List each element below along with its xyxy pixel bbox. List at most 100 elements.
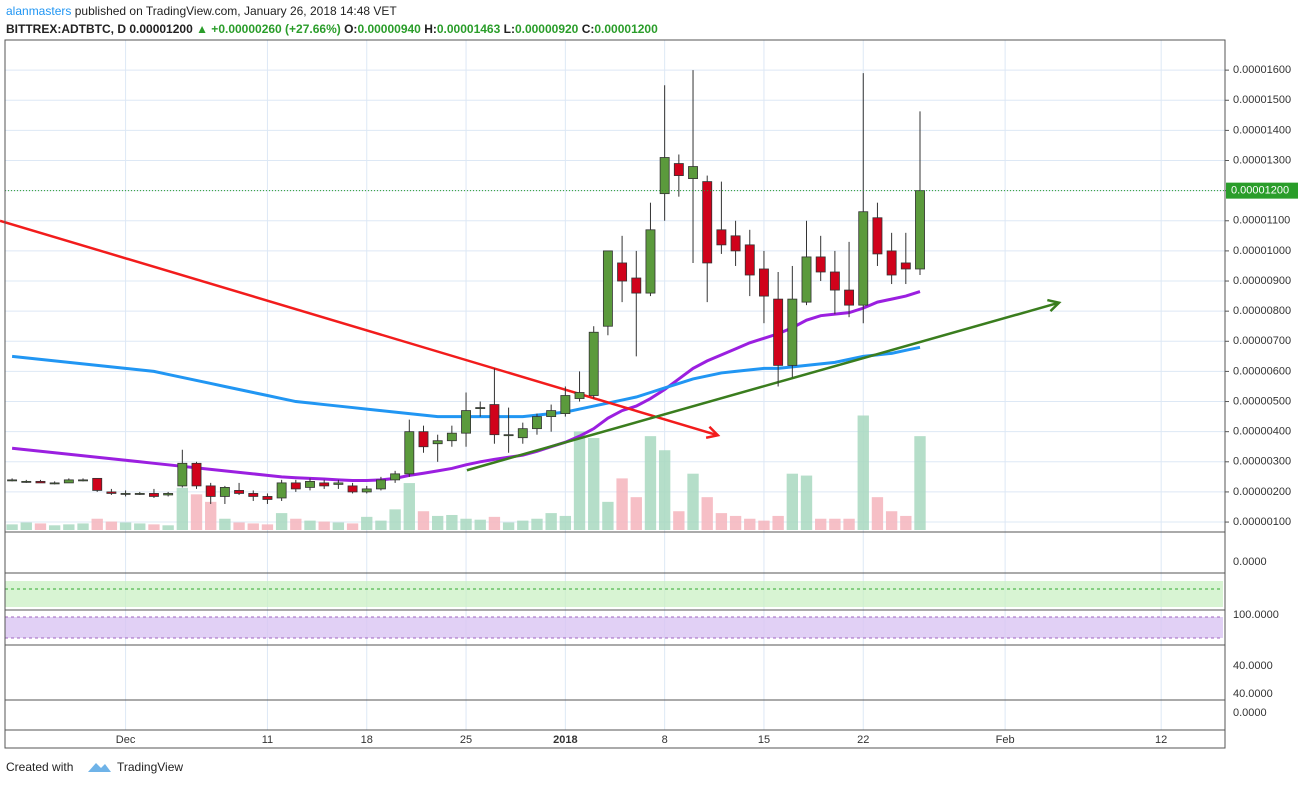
header-line: alanmasters published on TradingView.com… [6,4,397,18]
candle-body [829,271,840,291]
trend-arrow [705,425,721,440]
volume-bar [346,523,359,530]
volume-bar [105,521,118,530]
volume-bar [772,515,784,530]
volume-bar [502,522,515,530]
volume-bar [432,515,444,530]
candle-body [744,244,755,276]
candle-body [7,479,18,482]
volume-bar [871,497,884,530]
candle-body [106,491,117,494]
volume-bar [488,516,501,530]
candle-body [844,289,855,306]
o-value: 0.00000940 [357,22,421,36]
pane-tick: 40.0000 [1233,660,1273,672]
y-tick-label: 0.00000400 [1233,426,1291,438]
x-tick-label: Feb [996,734,1015,746]
volume-bar [644,436,657,530]
h-label: H: [424,22,437,36]
candle-body [290,482,301,490]
price: 0.00001200 [129,22,193,36]
logo [88,763,111,772]
candle-body [546,410,557,418]
volume-bar [190,494,203,530]
volume-bar [389,509,401,530]
candle-body [120,493,131,495]
pane-tick: 40.0000 [1233,688,1273,700]
candle-body [163,493,174,496]
change: ▲ +0.00000260 (+27.66%) [196,22,341,36]
candle-body [35,480,46,484]
volume-bar [91,518,103,530]
x-tick-label: 11 [262,734,273,746]
y-tick-label: 0.00000200 [1233,486,1291,498]
author[interactable]: alanmasters [6,4,71,18]
candle-body [532,416,542,430]
c-label: C: [582,22,595,36]
pane-tick: 100.0000 [1233,609,1279,621]
pane-tick: 0.0000 [1233,556,1267,568]
volume-bar [786,473,798,530]
candle-body [134,493,145,495]
candle-body [21,480,32,483]
candle-body [446,432,457,442]
candle-body [872,217,883,255]
band [5,617,1223,638]
trend-line [0,219,719,437]
volume-bar [233,522,245,530]
volume-bar [545,513,557,530]
volume-bar [332,522,345,530]
candle-body [673,163,684,176]
x-tick-label: 2018 [553,734,577,746]
candle-body [517,428,528,439]
candle-body [801,256,812,303]
volume-bar [119,522,132,530]
volume-bar [403,483,415,530]
candle-body [333,482,344,485]
volume-bar [63,524,75,530]
volume-bar [517,520,529,530]
volume-bar [715,513,728,530]
candle-body [262,496,273,500]
y-tick-label: 0.00000600 [1233,365,1291,377]
volume-bar [205,501,217,530]
y-tick-label: 0.00000900 [1233,275,1291,287]
candle-body [730,235,741,252]
candle-body [475,407,486,409]
pane-tick: 0.0000 [1233,707,1267,719]
y-tick-label: 0.00001000 [1233,245,1291,257]
c-value: 0.00001200 [594,22,658,36]
h-value: 0.00001463 [437,22,501,36]
candle-body [574,392,585,399]
y-tick-label: 0.00001400 [1233,124,1291,136]
candle-body [560,395,571,414]
candle-body [773,298,784,366]
candle-body [347,485,358,493]
candle-body [205,485,216,497]
candle-body [92,477,103,491]
candle-body [234,490,245,494]
y-tick-label: 0.00001500 [1233,94,1291,106]
volume-bar [375,520,387,530]
volume-bar [616,478,628,530]
candle-body [602,250,613,327]
volume-bar [800,475,813,530]
candle-body [432,440,443,445]
candle-body [702,181,713,264]
candle-body [688,166,698,179]
candle-body [375,479,386,490]
volume-bar [701,497,713,530]
volume-bar [48,525,61,530]
l-value: 0.00000920 [515,22,579,36]
candle-body [319,482,330,487]
candle-body [461,410,471,434]
grid [5,40,1225,730]
candle-body [390,473,401,481]
candle-body [631,277,642,294]
volume-bar [588,438,600,530]
volume-bar [531,518,543,530]
candle-body [489,404,500,436]
x-tick-label: 25 [460,734,472,746]
footer-brand[interactable]: TradingView [117,760,183,774]
